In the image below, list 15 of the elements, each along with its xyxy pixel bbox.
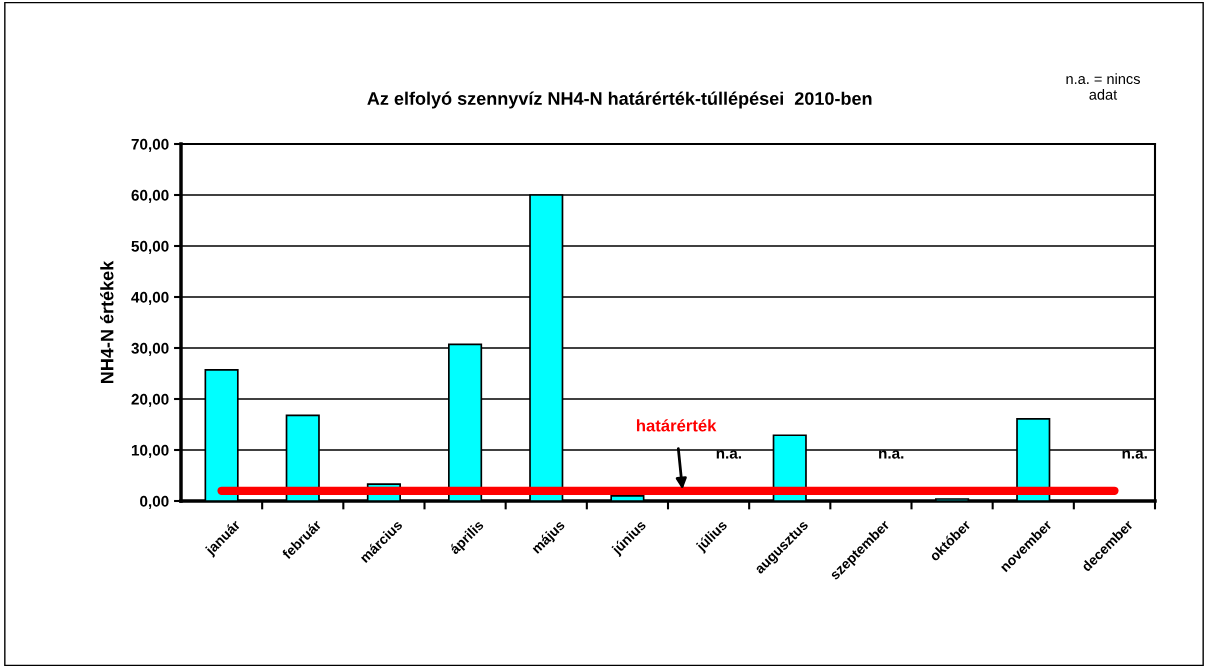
annotation: n.a. (879, 450, 904, 459)
y-tick-label: 10,00 (131, 444, 169, 458)
chart-title: Az elfolyó szennyvíz NH4-N határérték-túllépései 2010-ben (367, 91, 872, 109)
y-tick-label: 20,00 (131, 393, 169, 407)
ref-line-label: határérték (636, 419, 717, 432)
annotation: n.a. (1122, 450, 1147, 459)
y-tick-label: 30,00 (131, 342, 169, 356)
y-tick-label: 50,00 (131, 240, 169, 254)
y-axis-title: NH4-N értékek (100, 260, 114, 384)
y-tick-label: 40,00 (131, 291, 169, 305)
y-tick-label: 0,00 (140, 495, 169, 509)
text: n.a. = nincs adat (1066, 73, 1140, 100)
y-tick-label: 60,00 (131, 189, 169, 203)
annotation: n.a. (716, 450, 741, 459)
y-tick-label: 70,00 (131, 138, 169, 152)
